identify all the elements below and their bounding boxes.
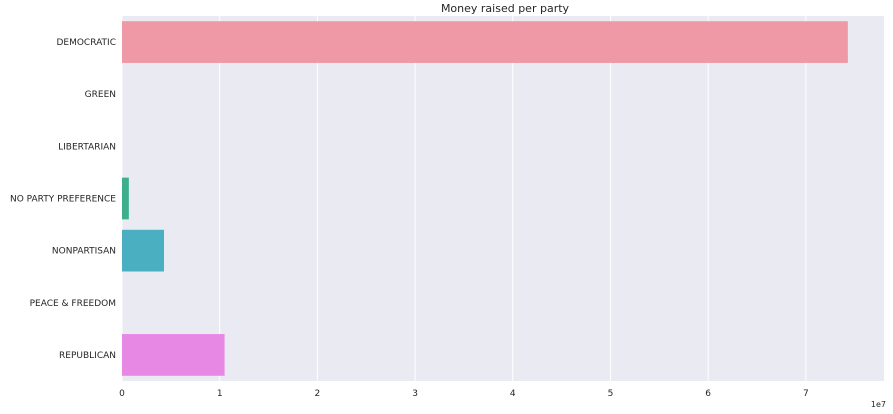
category-label-6: REPUBLICAN bbox=[59, 351, 116, 361]
bars bbox=[122, 21, 848, 376]
x-tick-label-5: 5 bbox=[608, 389, 614, 399]
category-labels: DEMOCRATIC GREEN LIBERTARIAN NO PARTY PREFE… bbox=[10, 38, 116, 361]
bar-0 bbox=[122, 21, 848, 63]
x-tick-label-7: 7 bbox=[803, 389, 809, 399]
x-axis-offset-label: 1e7 bbox=[871, 400, 886, 409]
bar-6 bbox=[122, 334, 225, 376]
x-tick-label-0: 0 bbox=[119, 389, 125, 399]
category-label-0: DEMOCRATIC bbox=[56, 38, 116, 48]
chart-title: Money raised per party bbox=[441, 2, 570, 15]
x-tick-labels: 0 1 2 3 4 5 6 7 bbox=[119, 389, 809, 399]
plot-area bbox=[122, 16, 884, 381]
x-tick-label-4: 4 bbox=[510, 389, 516, 399]
x-tick-label-2: 2 bbox=[315, 389, 321, 399]
bar-4 bbox=[122, 229, 165, 272]
category-label-4: NONPARTISAN bbox=[52, 247, 116, 257]
x-tick-label-3: 3 bbox=[412, 389, 418, 399]
bar-3 bbox=[122, 177, 129, 220]
grid-lines bbox=[121, 16, 807, 381]
x-tick-label-1: 1 bbox=[217, 389, 223, 399]
category-label-1: GREEN bbox=[85, 90, 116, 100]
x-tick-label-6: 6 bbox=[705, 389, 711, 399]
category-label-5: PEACE & FREEDOM bbox=[30, 299, 116, 309]
category-label-2: LIBERTARIAN bbox=[58, 142, 116, 152]
category-label-3: NO PARTY PREFERENCE bbox=[10, 195, 116, 205]
